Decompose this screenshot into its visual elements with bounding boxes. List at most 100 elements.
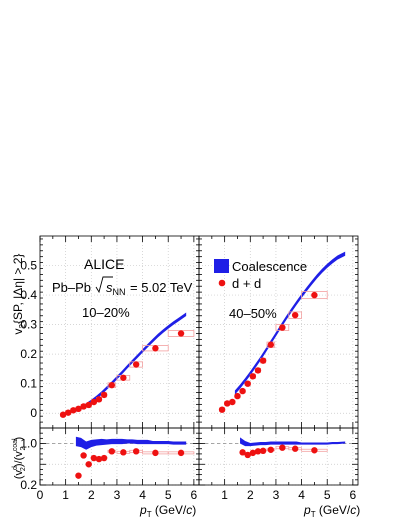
data-point-dd <box>132 448 140 455</box>
y-tick-label: 0.3 <box>20 318 37 332</box>
panel-frame <box>39 427 200 486</box>
x-tick-label: 2 <box>247 488 254 502</box>
data-point-dd <box>291 311 299 319</box>
data-point-dd <box>95 455 103 463</box>
data-point-dd <box>70 407 77 414</box>
x-tick-label: 1 <box>221 488 228 502</box>
x-tick-label: 5 <box>165 488 172 502</box>
y-tick-label: 1.0 <box>20 437 37 451</box>
data-point-dd <box>229 398 236 406</box>
data-point-dd <box>177 330 185 337</box>
energy-value: = 5.02 TeV <box>130 280 193 295</box>
svg-text:(vd2)/(vcoal2): (vd2)/(vcoal2) <box>12 437 27 479</box>
panel-top-right <box>198 235 359 429</box>
x-tick-label: 4 <box>298 488 305 502</box>
data-point-dd <box>259 357 267 364</box>
x-tick-label: 3 <box>114 488 121 502</box>
legend-label-dd: d + d <box>232 276 261 291</box>
experiment-label: ALICE <box>84 256 124 272</box>
data-point-dd <box>75 472 82 479</box>
coalescence-band <box>75 436 187 450</box>
data-point-dd <box>279 444 286 451</box>
panel-top-left: 0 0.1 0.2 0.3 0.4 0.5 <box>20 235 200 429</box>
data-point-dd <box>95 396 103 403</box>
y-tick-label: 0.1 <box>20 377 37 391</box>
system-prefix: Pb–Pb <box>52 280 91 295</box>
data-point-dd <box>311 291 318 299</box>
data-point-dd <box>75 405 82 412</box>
coalescence-band <box>75 312 187 413</box>
centrality-label-right: 40–50% <box>229 306 277 321</box>
x-tick-label: 6 <box>191 488 198 502</box>
y-axis-title-bottom: (vd2)/(vcoal2) <box>12 437 27 479</box>
x-tick-label: 3 <box>273 488 280 502</box>
energy-symbol: sNN <box>106 280 126 297</box>
data-point-dd <box>244 380 251 387</box>
collision-system-label: Pb–Pb sNN = 5.02 TeV <box>52 276 193 297</box>
data-point-dd <box>108 381 116 389</box>
data-point-dd <box>311 447 318 454</box>
centrality-label-left: 10–20% <box>82 305 130 320</box>
data-point-dd <box>267 446 275 453</box>
y-tick-label: 0.2 <box>20 478 37 492</box>
x-tick-label: 6 <box>350 488 357 502</box>
data-point-dd <box>100 391 108 399</box>
y-tick-label: 0.5 <box>20 259 37 273</box>
y-axis-title-top: v2{SP, |Δη| > 2} <box>11 254 27 335</box>
data-point-dd <box>218 406 226 413</box>
svg-text:pT (GeV/c): pT (GeV/c) <box>139 503 196 519</box>
y-tick-label: 0 <box>30 406 37 420</box>
data-point-dd <box>120 449 127 456</box>
sqrt-sign-icon <box>95 276 113 294</box>
x-tick-label: 4 <box>139 488 146 502</box>
data-point-dd <box>239 387 246 395</box>
data-point-dd <box>249 373 257 380</box>
data-point-dd <box>224 400 231 407</box>
data-point-dd <box>239 449 246 456</box>
data-point-dd <box>254 448 262 455</box>
data-point-dd <box>177 449 185 457</box>
x-tick-label: 2 <box>88 488 95 502</box>
data-point-dd <box>279 324 286 331</box>
syst-box <box>288 311 302 319</box>
data-point-dd <box>152 449 159 457</box>
data-point-dd <box>249 449 257 457</box>
data-point-dd <box>132 361 140 368</box>
data-point-dd <box>59 411 67 418</box>
data-point-dd <box>80 452 87 459</box>
coalescence-band <box>240 437 346 447</box>
coalescence-band <box>234 251 346 395</box>
x-tick-label: 1 <box>62 488 69 502</box>
data-point-dd <box>100 454 108 462</box>
data-point-dd <box>90 454 98 462</box>
panel-bottom-right: 1 2 3 4 5 6 <box>198 427 359 502</box>
data-point-dd <box>90 398 98 406</box>
legend-swatch-coalescence <box>214 259 229 273</box>
y-tick-label: 0.4 <box>20 288 37 302</box>
data-point-dd <box>108 448 116 455</box>
data-point-dd <box>244 451 251 459</box>
legend-marker-dd <box>218 279 226 287</box>
data-point-dd <box>267 341 275 348</box>
data-point-dd <box>259 447 267 454</box>
data-point-dd <box>234 392 241 400</box>
syst-box <box>301 291 328 300</box>
y-tick-label: 0.2 <box>20 347 37 361</box>
panel-bottom-left: 0.2 1.0 0 1 2 3 4 5 6 <box>20 427 200 502</box>
x-tick-label: 5 <box>324 488 331 502</box>
data-point-dd <box>120 374 127 381</box>
data-point-dd <box>80 403 87 410</box>
x-axis-title-left: pT (GeV/c) <box>139 503 196 519</box>
legend-label-coalescence: Coalescence <box>232 259 307 274</box>
data-point-dd <box>254 367 262 374</box>
panel-frame <box>198 427 359 486</box>
data-point-dd <box>291 445 299 452</box>
data-point-dd <box>65 409 72 416</box>
x-axis-title-right: pT (GeV/c) <box>303 503 360 519</box>
x-tick-label: 0 <box>37 488 44 502</box>
legend: Coalescence d + d <box>214 259 307 291</box>
data-point-dd <box>85 461 92 468</box>
data-point-dd <box>152 345 159 352</box>
svg-text:pT (GeV/c): pT (GeV/c) <box>303 503 360 519</box>
